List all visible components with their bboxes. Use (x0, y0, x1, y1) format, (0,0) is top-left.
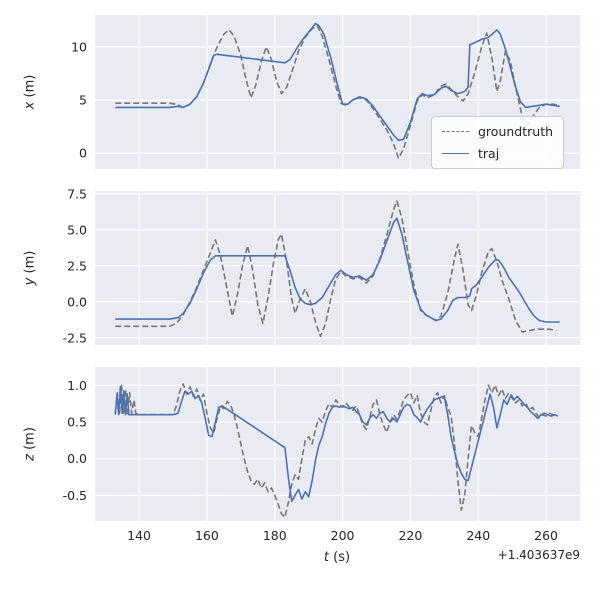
groundtruth-line-sample-icon (442, 131, 469, 132)
y-axis-label-x: x (m) (22, 74, 38, 110)
svg-text:0.0: 0.0 (67, 294, 87, 309)
axis-offset-text: +1.403637e9 (497, 548, 580, 562)
legend-item-groundtruth: groundtruth (442, 124, 553, 139)
traj-line-sample-icon (442, 153, 469, 154)
svg-text:1.0: 1.0 (67, 378, 87, 393)
svg-text:10: 10 (71, 39, 87, 54)
svg-text:200: 200 (331, 528, 355, 543)
svg-text:5.0: 5.0 (67, 222, 87, 237)
legend-item-traj: traj (442, 146, 553, 161)
svg-text:0.5: 0.5 (67, 415, 87, 430)
svg-text:180: 180 (263, 528, 287, 543)
legend: groundtruth traj (431, 116, 565, 169)
legend-label-traj: traj (478, 146, 500, 161)
svg-text:260: 260 (534, 528, 558, 543)
svg-text:5: 5 (79, 93, 87, 108)
svg-text:240: 240 (466, 528, 490, 543)
y-axis-label-y: y (m) (22, 250, 38, 286)
svg-text:7.5: 7.5 (67, 186, 87, 201)
svg-text:-0.5: -0.5 (63, 488, 87, 503)
svg-text:160: 160 (195, 528, 219, 543)
svg-text:0: 0 (79, 146, 87, 161)
svg-text:140: 140 (127, 528, 151, 543)
y-axis-label-z: z (m) (22, 427, 38, 461)
legend-label-groundtruth: groundtruth (478, 124, 554, 139)
svg-text:220: 220 (398, 528, 422, 543)
svg-text:-2.5: -2.5 (63, 330, 87, 345)
svg-text:0.0: 0.0 (67, 451, 87, 466)
svg-text:2.5: 2.5 (67, 258, 87, 273)
x-axis-label: t (s) (323, 550, 351, 565)
